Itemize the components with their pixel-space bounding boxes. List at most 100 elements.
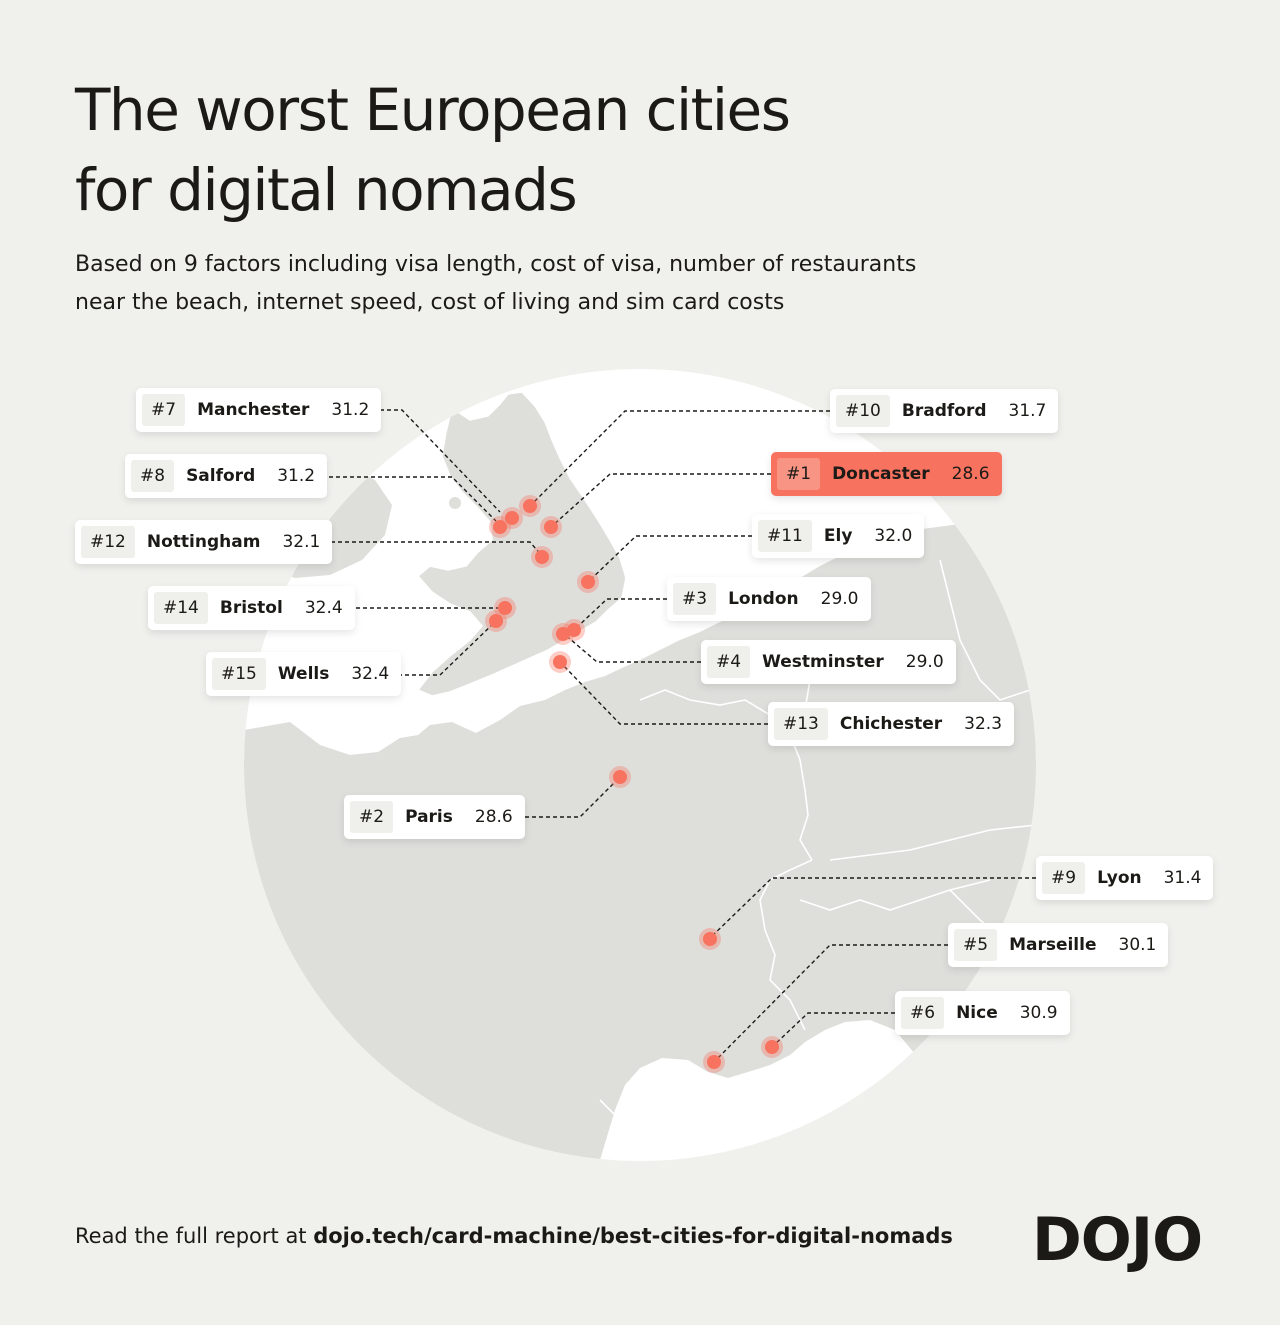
city-label-london: #3 London 29.0 <box>667 577 871 621</box>
marker-salford <box>489 516 511 538</box>
marker-lyon <box>699 928 721 950</box>
leader-line-wells <box>384 620 497 676</box>
border-france-spain <box>599 1099 661 1121</box>
leader-line-westminster <box>562 632 701 663</box>
marker-nice <box>761 1036 783 1058</box>
leader-line-lyon <box>709 877 1036 939</box>
city-name: Nice <box>956 1003 998 1023</box>
marker-bradford <box>519 495 541 517</box>
rank-badge: #7 <box>142 394 186 426</box>
rank-badge: #14 <box>154 592 208 624</box>
isle-of-man-land <box>449 497 461 509</box>
city-label-marseille: #5 Marseille 30.1 <box>948 923 1169 967</box>
rank-badge: #5 <box>954 929 998 961</box>
marker-ely <box>577 571 599 593</box>
city-name: Paris <box>405 807 453 827</box>
city-label-ely: #11 Ely 32.0 <box>752 514 925 558</box>
rank-badge: #9 <box>1042 862 1086 894</box>
city-score: 31.4 <box>1163 868 1202 888</box>
city-score: 29.0 <box>820 589 859 609</box>
city-name: Lyon <box>1097 868 1142 888</box>
corsica-land <box>928 1080 955 1160</box>
leader-line-bradford <box>528 410 830 508</box>
report-link[interactable]: dojo.tech/card-machine/best-cities-for-d… <box>313 1224 953 1248</box>
marker-manchester <box>501 507 523 529</box>
city-name: Ely <box>823 526 853 546</box>
leader-line-london <box>573 598 667 631</box>
leader-line-manchester <box>366 409 501 513</box>
leader-line-paris <box>518 776 621 818</box>
city-name: Chichester <box>839 714 943 734</box>
rank-badge: #15 <box>212 658 266 690</box>
footer-prefix: Read the full report at <box>75 1224 314 1248</box>
great-britain-land <box>416 391 627 697</box>
city-score: 30.1 <box>1118 935 1157 955</box>
city-name: Wells <box>277 664 330 684</box>
rank-badge: #8 <box>131 460 175 492</box>
city-label-bristol: #14 Bristol 32.4 <box>148 586 355 630</box>
page-title: The worst European cities for digital no… <box>75 70 975 230</box>
leader-line-salford <box>315 476 497 522</box>
rank-badge: #2 <box>350 801 394 833</box>
marker-doncaster <box>540 516 562 538</box>
rank-badge: #1 <box>777 458 821 490</box>
leader-line-marseille <box>713 944 948 1063</box>
rank-badge: #6 <box>901 997 945 1029</box>
rank-badge: #11 <box>758 520 812 552</box>
city-score: 28.6 <box>951 464 990 484</box>
city-label-doncaster: #1 Doncaster 28.6 <box>771 452 1002 496</box>
marker-westminster <box>552 623 574 645</box>
city-label-salford: #8 Salford 31.2 <box>125 454 328 498</box>
leader-line-doncaster <box>550 473 771 528</box>
city-label-bradford: #10 Bradford 31.7 <box>830 389 1059 433</box>
city-score: 32.1 <box>282 532 321 552</box>
city-name: Manchester <box>197 400 310 420</box>
subtitle-line-2: near the beach, internet speed, cost of … <box>75 290 785 315</box>
city-score: 32.0 <box>874 526 913 546</box>
city-label-lyon: #9 Lyon 31.4 <box>1036 856 1214 900</box>
rank-badge: #3 <box>673 583 717 615</box>
leader-lines <box>303 409 1036 1063</box>
marker-bristol <box>494 597 516 619</box>
title-line-2: for digital nomads <box>75 156 578 224</box>
marker-paris <box>609 766 631 788</box>
city-score: 28.6 <box>474 807 513 827</box>
city-label-paris: #2 Paris 28.6 <box>344 795 525 839</box>
marker-chichester <box>549 651 571 673</box>
city-score: 31.2 <box>277 466 316 486</box>
rank-badge: #12 <box>81 526 135 558</box>
leader-line-chichester <box>559 661 768 725</box>
footer-text: Read the full report at dojo.tech/card-m… <box>75 1224 953 1248</box>
border-germany-east <box>939 559 1031 701</box>
city-score: 29.0 <box>905 652 944 672</box>
rank-badge: #4 <box>707 646 751 678</box>
border-france-italy <box>764 929 806 1031</box>
city-name: Nottingham <box>146 532 261 552</box>
marker-nottingham <box>531 546 553 568</box>
city-score: 32.4 <box>351 664 390 684</box>
city-name: Bristol <box>219 598 283 618</box>
city-score: 32.4 <box>304 598 343 618</box>
marker-wells <box>485 610 507 632</box>
rank-badge: #10 <box>836 395 890 427</box>
city-name: Bradford <box>901 401 987 421</box>
city-score: 30.9 <box>1019 1003 1058 1023</box>
city-name: London <box>728 589 799 609</box>
city-name: Doncaster <box>832 464 930 484</box>
title-line-1: The worst European cities <box>75 76 791 144</box>
city-label-nice: #6 Nice 30.9 <box>895 991 1070 1035</box>
city-name: Marseille <box>1009 935 1097 955</box>
city-name: Salford <box>186 466 256 486</box>
city-label-nottingham: #12 Nottingham 32.1 <box>75 520 333 564</box>
marker-marseille <box>703 1051 725 1073</box>
city-label-chichester: #13 Chichester 32.3 <box>768 702 1015 746</box>
leader-line-nice <box>771 1012 895 1048</box>
subtitle: Based on 9 factors including visa length… <box>75 246 975 322</box>
border-france-germany <box>789 734 813 861</box>
rank-badge: #13 <box>774 708 828 740</box>
leader-line-ely <box>587 535 752 583</box>
city-score: 32.3 <box>964 714 1003 734</box>
dojo-logo: DOJO <box>1032 1205 1203 1275</box>
city-label-manchester: #7 Manchester 31.2 <box>136 388 382 432</box>
city-label-westminster: #4 Westminster 29.0 <box>701 640 956 684</box>
